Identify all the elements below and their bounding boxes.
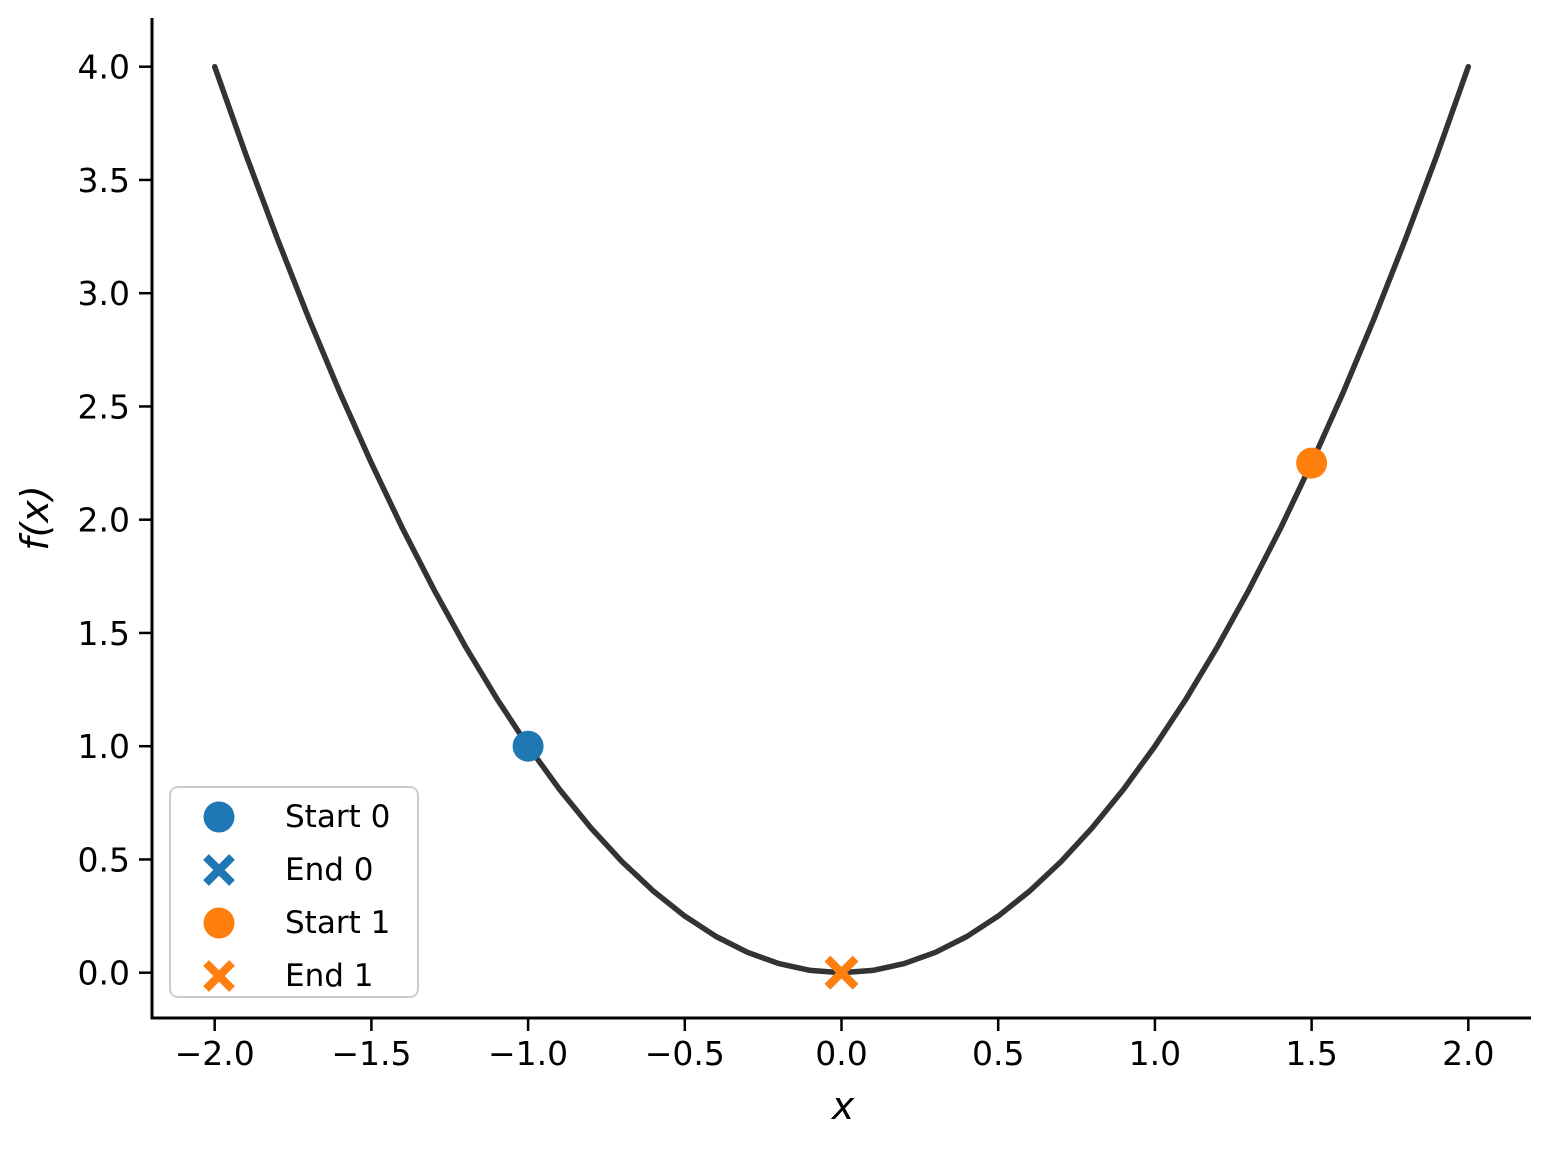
- legend-item-label: End 1: [285, 957, 374, 994]
- legend-item-start-1: Start 1: [171, 896, 417, 949]
- legend-item-end-0: End 0: [171, 843, 417, 896]
- y-tick-label: 0.5: [78, 840, 130, 879]
- x-tick-label: 1.0: [1129, 1034, 1181, 1073]
- x-tick-label: 1.5: [1285, 1034, 1337, 1073]
- x-axis-label: x: [831, 1084, 855, 1128]
- y-tick-label: 2.0: [78, 501, 130, 540]
- marker-start-0: [512, 730, 544, 762]
- x-tick-label: −0.5: [645, 1034, 725, 1073]
- legend-item-label: Start 0: [285, 798, 391, 835]
- y-tick-label: 1.5: [78, 614, 130, 653]
- y-tick-label: 2.5: [78, 387, 130, 426]
- y-tick-label: 4.0: [78, 48, 130, 87]
- start-circle-icon: [203, 907, 235, 938]
- legend-item-start-0: Start 0: [171, 790, 417, 843]
- y-axis-label: f(x): [13, 485, 57, 551]
- x-tick-label: 0.0: [815, 1034, 867, 1073]
- x-tick-label: 2.0: [1442, 1034, 1494, 1073]
- marker-start-1: [1296, 447, 1328, 479]
- y-tick-label: 3.5: [78, 161, 130, 200]
- x-tick-label: −2.0: [175, 1034, 255, 1073]
- y-tick-label: 3.0: [78, 274, 130, 313]
- legend-item-label: End 0: [285, 851, 374, 888]
- y-tick-label: 1.0: [78, 727, 130, 766]
- legend-item-end-1: End 1: [171, 949, 417, 1002]
- legend: Start 0 End 0 Start 1 End 1: [169, 786, 419, 998]
- x-tick-label: −1.0: [488, 1034, 568, 1073]
- x-tick-label: 0.5: [972, 1034, 1024, 1073]
- start-circle-icon: [203, 801, 235, 832]
- marker-end-1: [824, 955, 859, 990]
- legend-item-label: Start 1: [285, 904, 391, 941]
- end-x-icon: [203, 853, 235, 886]
- end-x-icon: [203, 959, 235, 992]
- x-tick-label: −1.5: [331, 1034, 411, 1073]
- y-tick-label: 0.0: [78, 954, 130, 993]
